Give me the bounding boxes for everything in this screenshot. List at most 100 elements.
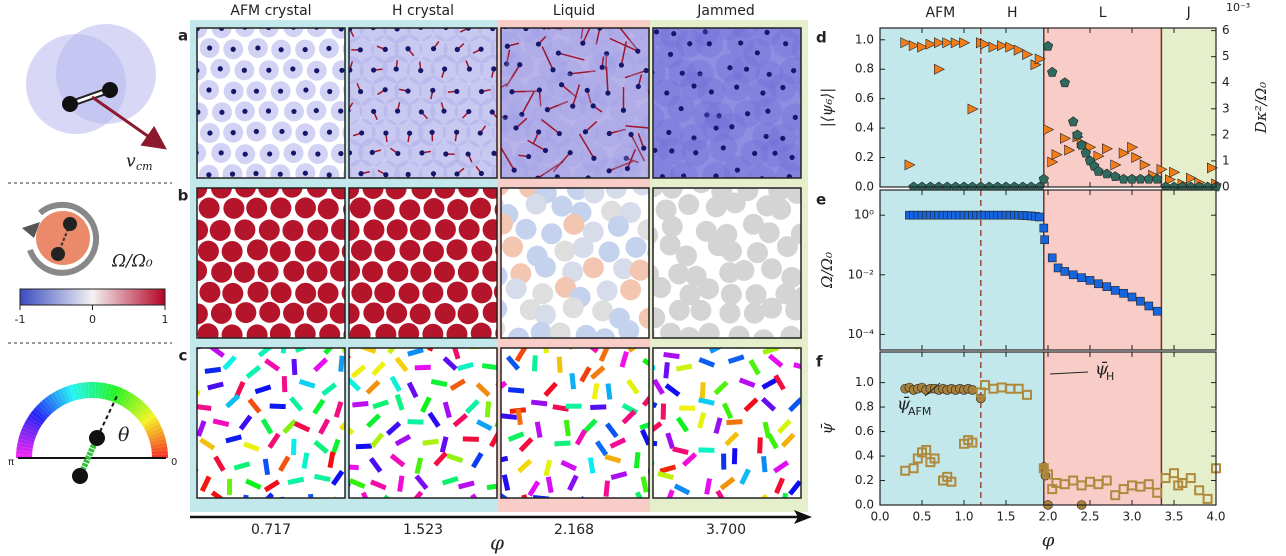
particle <box>219 109 225 115</box>
particle <box>233 261 255 283</box>
marker <box>1005 41 1017 53</box>
particle <box>526 5 531 10</box>
velocity <box>637 133 645 149</box>
particle <box>182 172 187 177</box>
particle <box>246 324 268 338</box>
dimer <box>327 451 336 469</box>
dimer <box>486 482 497 491</box>
particle <box>742 213 764 235</box>
particle <box>535 41 542 47</box>
particle <box>502 114 508 121</box>
particle-halo <box>796 77 801 98</box>
panel-letter: d <box>816 29 827 47</box>
particle <box>829 43 834 48</box>
particle <box>780 84 786 91</box>
dimer <box>726 419 743 426</box>
dimer <box>579 366 592 383</box>
dimer <box>665 432 675 450</box>
wheel-segment <box>30 410 46 423</box>
dimer <box>321 382 337 397</box>
particle <box>668 263 690 285</box>
particle <box>678 194 700 216</box>
y2-tick-label: 1 <box>1222 153 1230 167</box>
particle <box>363 302 385 324</box>
dimer <box>603 480 611 497</box>
y-tick-label: 1.0 <box>855 375 874 389</box>
particle <box>761 258 783 280</box>
y-label: ψ̄ <box>818 422 836 434</box>
wheel-segment <box>68 384 77 401</box>
particle <box>349 197 371 219</box>
dimer <box>634 491 647 498</box>
particle <box>422 240 444 262</box>
particle <box>698 322 720 338</box>
marker <box>1110 286 1120 295</box>
snapshot-frame <box>196 187 346 339</box>
particle-halo <box>501 28 520 41</box>
particle-halo <box>773 0 801 18</box>
particle <box>326 45 332 52</box>
dimer <box>165 420 182 429</box>
velocity <box>609 128 626 135</box>
particle <box>832 0 837 4</box>
particle <box>258 219 280 241</box>
marker <box>1060 132 1071 144</box>
dimer <box>664 383 681 397</box>
wheel-segment <box>129 398 143 414</box>
particle <box>789 154 795 161</box>
particle <box>410 261 432 283</box>
particle <box>222 282 244 304</box>
particle <box>734 84 740 90</box>
dimer <box>574 429 588 446</box>
particle <box>693 150 699 156</box>
dimer <box>760 397 777 412</box>
particle-halo <box>234 28 255 38</box>
particle <box>466 108 472 115</box>
colorbar <box>19 288 166 306</box>
dimer <box>254 384 272 395</box>
y-tick-label: 0.8 <box>855 62 874 76</box>
dimer <box>262 458 271 476</box>
y-tick-label: 10⁰ <box>854 208 874 222</box>
particle <box>638 307 649 329</box>
particle <box>458 219 480 241</box>
dimer <box>222 355 237 371</box>
particle <box>515 218 537 240</box>
wheel-segment <box>50 392 62 408</box>
particle <box>362 188 384 199</box>
dimer <box>640 476 649 493</box>
marker <box>946 476 957 487</box>
particle <box>329 302 345 324</box>
particle <box>466 66 473 72</box>
particle <box>349 150 353 156</box>
particle <box>582 257 604 279</box>
dimer <box>352 401 369 408</box>
particle <box>623 155 629 161</box>
dimer <box>719 476 736 491</box>
particle <box>641 145 647 151</box>
velocity <box>501 82 509 89</box>
dimer <box>370 432 385 449</box>
dimer <box>366 413 381 429</box>
particle <box>780 325 801 338</box>
particle-halo <box>163 102 183 122</box>
particle <box>719 302 741 324</box>
particle <box>780 135 786 141</box>
dimer <box>534 421 543 438</box>
dimer <box>663 362 670 379</box>
dimer <box>355 443 373 450</box>
y2-tick-label: 2 <box>1222 127 1230 141</box>
particle <box>405 46 411 52</box>
dimer <box>446 453 464 464</box>
dimer <box>659 464 677 474</box>
panel-letter: c <box>179 347 188 365</box>
particle <box>603 7 608 12</box>
particle <box>668 299 690 321</box>
y-tick-label: 0.6 <box>855 91 874 105</box>
velocity <box>527 139 546 152</box>
particle <box>666 129 672 136</box>
dimer <box>385 421 402 436</box>
snapshot <box>501 188 649 338</box>
particle <box>163 262 184 283</box>
marker <box>1169 166 1181 178</box>
